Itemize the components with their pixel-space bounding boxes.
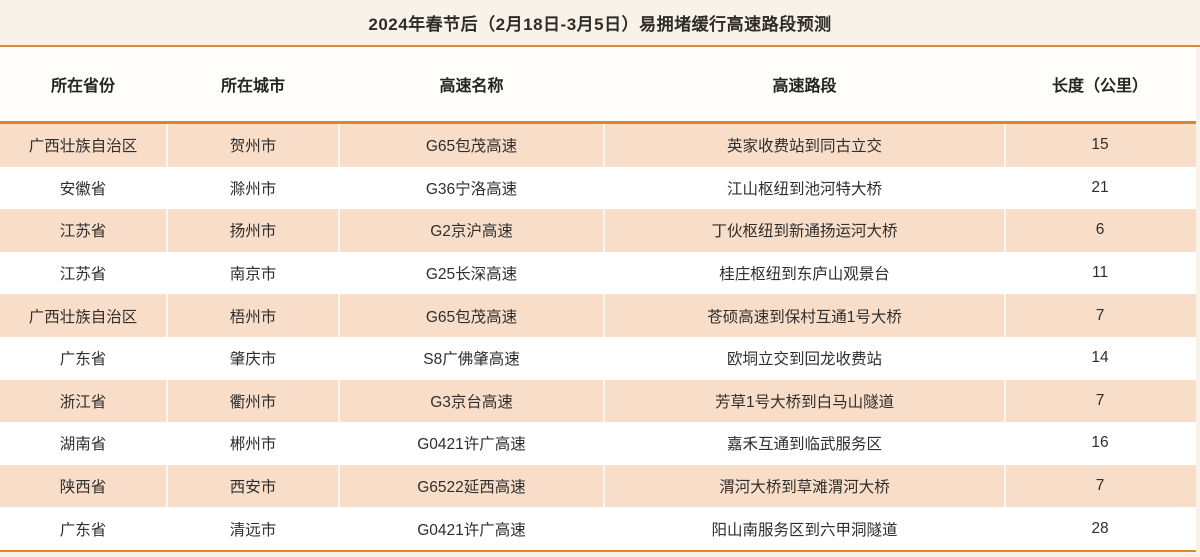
table-row: 广东省 肇庆市 S8广佛肇高速 欧垌立交到回龙收费站 14 — [0, 336, 1196, 380]
cell-city: 滁州市 — [229, 180, 277, 198]
column-header-length-km: 长度（公里） — [1052, 78, 1149, 95]
table-row: 安徽省 滁州市 G36宁洛高速 江山枢纽到池河特大桥 21 — [0, 166, 1196, 210]
cell-highway-name: G3京台高速 — [340, 379, 606, 423]
cell-province: 广东省 — [59, 351, 107, 369]
cell-highway-name: S8广佛肇高速 — [423, 351, 520, 369]
cell-city: 衢州市 — [168, 379, 341, 423]
table-row: 广东省 清远市 G0421许广高速 阳山南服务区到六甲洞隧道 28 — [0, 507, 1196, 550]
cell-city: 南京市 — [229, 266, 277, 284]
cell-length-km: 11 — [1091, 264, 1109, 282]
cell-city: 贺州市 — [168, 124, 341, 167]
table-row: 江苏省 扬州市 G2京沪高速 丁伙枢纽到新通扬运河大桥 6 — [0, 209, 1196, 252]
bottom-divider — [0, 549, 1196, 552]
cell-province: 湖南省 — [59, 436, 107, 454]
table-row: 江苏省 南京市 G25长深高速 桂庄枢纽到东庐山观景台 11 — [0, 251, 1196, 295]
cell-province: 安徽省 — [59, 180, 107, 198]
cell-highway-name: G0421许广高速 — [417, 436, 526, 454]
cell-province: 广西壮族自治区 — [0, 294, 169, 337]
cell-city: 梧州市 — [168, 294, 341, 337]
cell-highway-name: G2京沪高速 — [340, 209, 606, 252]
cell-province: 广西壮族自治区 — [0, 124, 169, 167]
cell-highway-section: 嘉禾互通到临武服务区 — [727, 436, 883, 454]
cell-city: 郴州市 — [229, 436, 277, 454]
table-header-row: 所在省份 所在城市 高速名称 高速路段 长度（公里） — [0, 47, 1196, 121]
cell-city: 清远市 — [229, 521, 277, 539]
cell-length-km: 7 — [1095, 391, 1105, 409]
cell-length-km: 21 — [1091, 178, 1109, 196]
cell-highway-section: 阳山南服务区到六甲洞隧道 — [711, 521, 898, 539]
cell-highway-name: G65包茂高速 — [340, 124, 606, 167]
cell-length-km: 15 — [1091, 136, 1109, 154]
cell-highway-section: 江山枢纽到池河特大桥 — [727, 180, 883, 198]
cell-length-km: 6 — [1095, 221, 1105, 239]
cell-province: 广东省 — [59, 521, 107, 539]
table-row: 广西壮族自治区 贺州市 G65包茂高速 英家收费站到同古立交 15 — [0, 124, 1196, 167]
cell-highway-section: 欧垌立交到回龙收费站 — [727, 351, 883, 369]
column-header-highway-name: 高速名称 — [439, 78, 504, 95]
table-row: 湖南省 郴州市 G0421许广高速 嘉禾互通到临武服务区 16 — [0, 422, 1196, 465]
cell-highway-name: G36宁洛高速 — [425, 180, 518, 198]
cell-highway-name: G65包茂高速 — [340, 294, 606, 337]
cell-highway-name: G6522延西高速 — [340, 464, 606, 508]
cell-highway-section: 丁伙枢纽到新通扬运河大桥 — [605, 209, 1007, 252]
forecast-table: 所在省份 所在城市 高速名称 高速路段 长度（公里） 广西壮族自治区 贺州市 G65包茂高速… — [0, 47, 1196, 552]
cell-length-km: 16 — [1091, 434, 1109, 452]
cell-length-km: 7 — [1095, 306, 1105, 324]
table-row: 浙江省 衢州市 G3京台高速 芳草1号大桥到白马山隧道 7 — [0, 379, 1196, 423]
cell-highway-name: G25长深高速 — [425, 266, 518, 284]
cell-highway-section: 苍硕高速到保村互通1号大桥 — [605, 294, 1007, 337]
table-row: 陕西省 西安市 G6522延西高速 渭河大桥到草滩渭河大桥 7 — [0, 464, 1196, 508]
column-header-highway-section: 高速路段 — [772, 78, 837, 95]
cell-city: 西安市 — [168, 464, 341, 508]
cell-highway-name: G0421许广高速 — [417, 521, 526, 539]
cell-length-km: 7 — [1095, 477, 1105, 495]
cell-province: 陕西省 — [0, 464, 169, 508]
cell-highway-section: 芳草1号大桥到白马山隧道 — [605, 379, 1007, 423]
cell-highway-section: 桂庄枢纽到东庐山观景台 — [719, 266, 890, 284]
table-body: 广西壮族自治区 贺州市 G65包茂高速 英家收费站到同古立交 15 安徽省 滁州市 G36宁洛… — [0, 124, 1196, 550]
cell-province: 江苏省 — [0, 209, 169, 252]
table-row: 广西壮族自治区 梧州市 G65包茂高速 苍硕高速到保村互通1号大桥 7 — [0, 294, 1196, 337]
cell-length-km: 28 — [1091, 519, 1109, 537]
title-bar: 2024年春节后（2月18日-3月5日）易拥堵缓行高速路段预测 — [0, 0, 1200, 45]
page-title: 2024年春节后（2月18日-3月5日）易拥堵缓行高速路段预测 — [368, 15, 832, 34]
column-header-city: 所在城市 — [221, 78, 286, 95]
top-divider — [0, 45, 1200, 47]
cell-province: 江苏省 — [59, 266, 107, 284]
footer-strip — [0, 551, 1200, 557]
cell-highway-section: 英家收费站到同古立交 — [605, 124, 1007, 167]
cell-city: 扬州市 — [168, 209, 341, 252]
header-divider — [0, 121, 1196, 124]
cell-length-km: 14 — [1091, 349, 1109, 367]
cell-city: 肇庆市 — [229, 351, 277, 369]
column-header-province: 所在省份 — [51, 78, 116, 95]
cell-province: 浙江省 — [0, 379, 169, 423]
cell-highway-section: 渭河大桥到草滩渭河大桥 — [605, 464, 1007, 508]
